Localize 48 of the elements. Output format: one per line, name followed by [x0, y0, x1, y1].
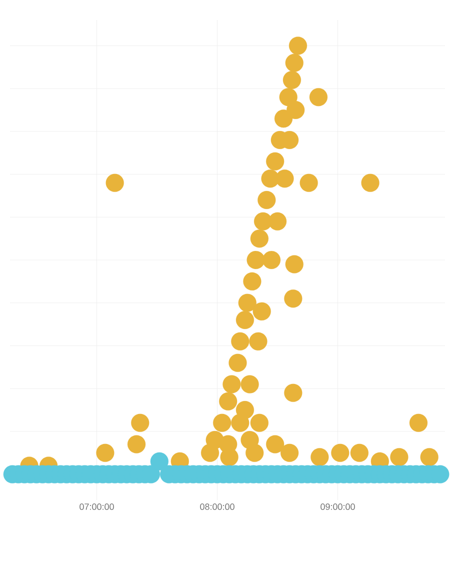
point [276, 170, 294, 188]
point [252, 302, 271, 320]
point [249, 332, 268, 350]
point [213, 414, 232, 432]
point [300, 174, 318, 192]
point [361, 174, 380, 192]
point [131, 414, 150, 432]
point [285, 54, 304, 72]
point [390, 448, 408, 466]
x-tick-label: 07:00:00 [80, 504, 114, 510]
point [266, 435, 284, 454]
point [258, 190, 276, 210]
point [331, 444, 350, 462]
point [286, 100, 305, 120]
point [350, 444, 368, 462]
x-tick-label: 08:00:00 [200, 504, 234, 510]
point [240, 430, 259, 450]
point [240, 375, 259, 394]
point [96, 444, 114, 462]
point [310, 448, 329, 466]
point [106, 174, 124, 192]
x-tick-label: 09:00:00 [320, 504, 355, 510]
point [236, 310, 254, 330]
point [250, 414, 268, 432]
point [238, 294, 256, 312]
point [220, 448, 238, 466]
point [309, 88, 328, 106]
point [280, 444, 299, 462]
point [127, 435, 146, 454]
point [268, 212, 287, 230]
point [250, 230, 268, 248]
point [231, 332, 250, 350]
point [284, 290, 302, 308]
point [288, 36, 308, 55]
point [285, 255, 304, 274]
point [222, 375, 241, 394]
point [219, 392, 238, 410]
point [409, 414, 428, 432]
point [420, 448, 438, 466]
point [236, 400, 254, 420]
point [266, 152, 284, 170]
point [262, 250, 281, 270]
point [284, 384, 302, 402]
point [246, 250, 265, 270]
point [282, 70, 302, 90]
point [228, 354, 247, 372]
point [274, 110, 293, 128]
point [243, 272, 262, 290]
